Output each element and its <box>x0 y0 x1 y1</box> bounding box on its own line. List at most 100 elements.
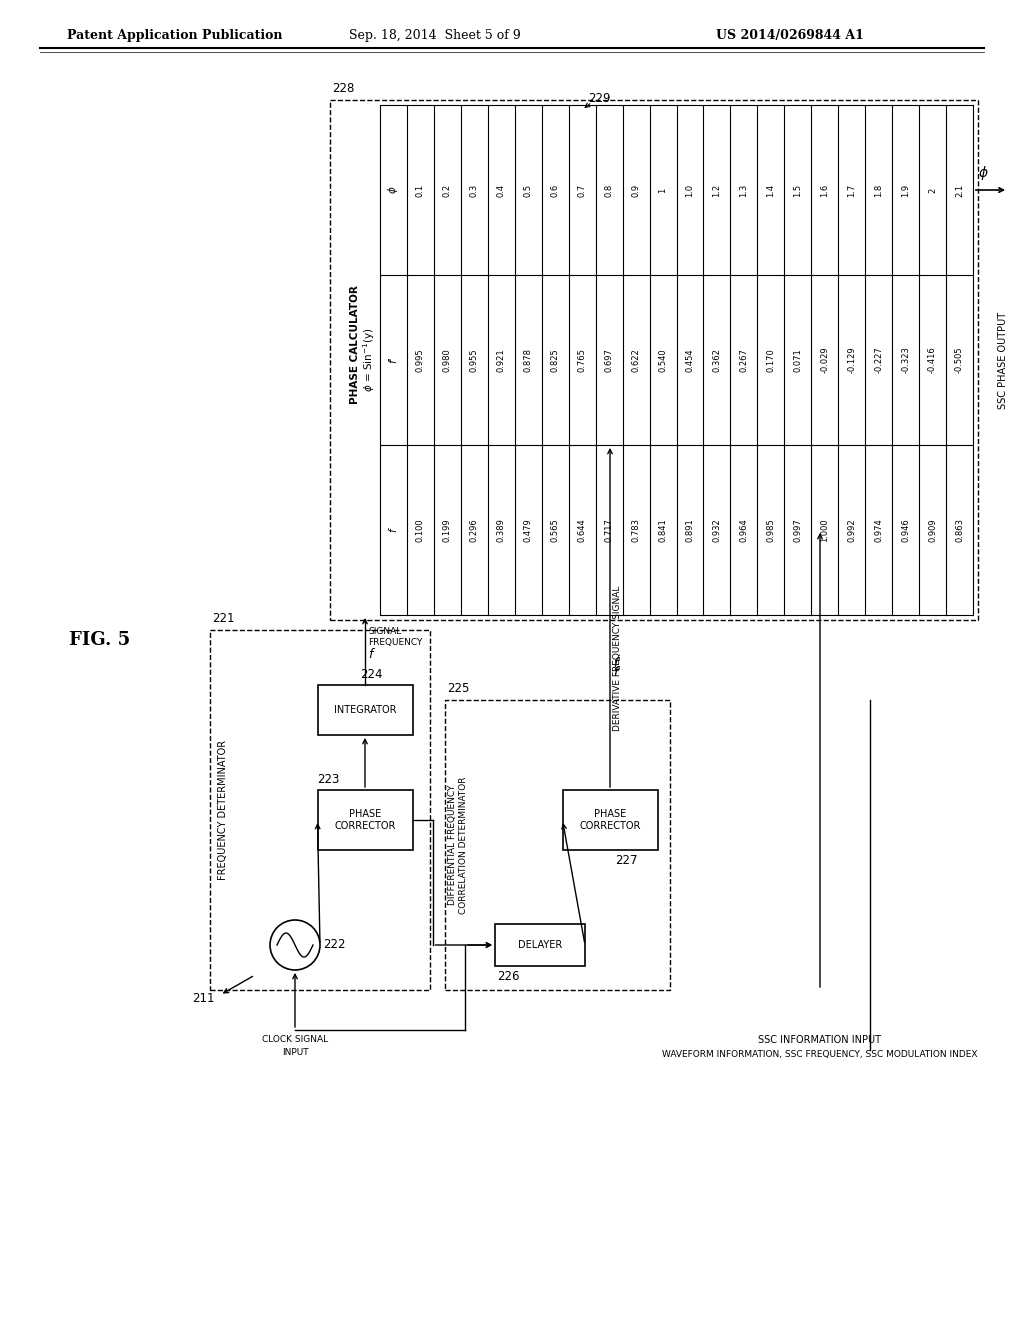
Text: 0.985: 0.985 <box>766 519 775 543</box>
Text: 0.071: 0.071 <box>794 348 802 372</box>
Text: $\phi$ = Sin$^{-1}$(y): $\phi$ = Sin$^{-1}$(y) <box>361 327 377 392</box>
Text: -0.323: -0.323 <box>901 347 910 374</box>
Text: 228: 228 <box>332 82 354 95</box>
Text: 1.0: 1.0 <box>685 183 694 197</box>
Text: 0.622: 0.622 <box>632 348 641 372</box>
Text: 0.946: 0.946 <box>901 519 910 543</box>
Text: PHASE
CORRECTOR: PHASE CORRECTOR <box>580 809 641 830</box>
Text: 2: 2 <box>928 187 937 193</box>
Text: 0.891: 0.891 <box>685 519 694 543</box>
Text: 0.992: 0.992 <box>847 519 856 541</box>
Text: 0.199: 0.199 <box>443 519 452 541</box>
Text: 1.2: 1.2 <box>713 183 722 197</box>
Text: US 2014/0269844 A1: US 2014/0269844 A1 <box>716 29 864 41</box>
Text: INPUT: INPUT <box>282 1048 308 1057</box>
Text: 1.7: 1.7 <box>847 183 856 197</box>
Text: 0.825: 0.825 <box>551 348 560 372</box>
Text: FIG. 5: FIG. 5 <box>70 631 131 649</box>
Text: 1.5: 1.5 <box>794 183 802 197</box>
Text: 0.454: 0.454 <box>685 348 694 372</box>
Bar <box>317 685 413 735</box>
Text: 0.974: 0.974 <box>874 519 883 543</box>
Text: 0.3: 0.3 <box>470 183 479 197</box>
Text: -0.416: -0.416 <box>928 347 937 374</box>
Text: 0.4: 0.4 <box>497 183 506 197</box>
Text: 0.863: 0.863 <box>955 517 964 543</box>
Text: 1.000: 1.000 <box>820 519 829 541</box>
Text: 0.995: 0.995 <box>416 348 425 372</box>
Text: 0.932: 0.932 <box>713 519 722 543</box>
Text: PHASE CALCULATOR: PHASE CALCULATOR <box>350 285 360 404</box>
Text: 1.4: 1.4 <box>766 183 775 197</box>
Text: 1: 1 <box>658 187 668 193</box>
Text: 227: 227 <box>615 854 638 867</box>
Text: SSC INFORMATION INPUT: SSC INFORMATION INPUT <box>759 1035 882 1045</box>
Text: 0.841: 0.841 <box>658 519 668 543</box>
Text: 0.2: 0.2 <box>443 183 452 197</box>
Text: -0.505: -0.505 <box>955 347 964 374</box>
Text: INTEGRATOR: INTEGRATOR <box>334 705 396 715</box>
Bar <box>210 630 430 990</box>
Text: 0.479: 0.479 <box>523 519 532 543</box>
Bar <box>317 789 413 850</box>
Bar <box>330 100 978 620</box>
Text: 0.964: 0.964 <box>739 519 749 543</box>
Text: Patent Application Publication: Patent Application Publication <box>68 29 283 41</box>
Text: 1.3: 1.3 <box>739 183 749 197</box>
Text: 0.8: 0.8 <box>604 183 613 197</box>
Text: SSC PHASE OUTPUT: SSC PHASE OUTPUT <box>998 312 1008 409</box>
Text: 224: 224 <box>360 668 383 681</box>
Text: 221: 221 <box>212 612 234 624</box>
Text: 0.170: 0.170 <box>766 348 775 372</box>
Text: 0.565: 0.565 <box>551 519 560 543</box>
Text: 0.980: 0.980 <box>443 348 452 372</box>
Text: 0.997: 0.997 <box>794 519 802 543</box>
Text: FREQUENCY DETERMINATOR: FREQUENCY DETERMINATOR <box>218 741 228 880</box>
Text: 0.878: 0.878 <box>523 348 532 372</box>
Text: 229: 229 <box>588 92 610 106</box>
Text: 0.100: 0.100 <box>416 519 425 541</box>
Text: 0.296: 0.296 <box>470 519 479 543</box>
Text: 0.6: 0.6 <box>551 183 560 197</box>
Text: 0.389: 0.389 <box>497 517 506 543</box>
Text: 211: 211 <box>193 991 215 1005</box>
Text: f: f <box>388 528 398 532</box>
Text: f': f' <box>613 657 621 671</box>
Text: FREQUENCY: FREQUENCY <box>368 638 422 647</box>
Text: Sep. 18, 2014  Sheet 5 of 9: Sep. 18, 2014 Sheet 5 of 9 <box>349 29 521 41</box>
Bar <box>445 700 670 990</box>
Text: 0.540: 0.540 <box>658 348 668 372</box>
Text: f': f' <box>613 665 621 678</box>
Text: -0.129: -0.129 <box>847 347 856 374</box>
Text: 0.765: 0.765 <box>578 348 587 372</box>
Text: DIFFERENTIAL FREQUENCY
CORRELATION DETERMINATOR: DIFFERENTIAL FREQUENCY CORRELATION DETER… <box>449 776 468 913</box>
Text: f: f <box>368 648 373 661</box>
Bar <box>562 789 657 850</box>
Text: 226: 226 <box>497 970 519 983</box>
Text: 2.1: 2.1 <box>955 183 964 197</box>
Text: 1.6: 1.6 <box>820 183 829 197</box>
Text: 0.9: 0.9 <box>632 183 641 197</box>
Text: CLOCK SIGNAL: CLOCK SIGNAL <box>262 1035 328 1044</box>
Text: 0.697: 0.697 <box>604 348 613 372</box>
Text: 0.1: 0.1 <box>416 183 425 197</box>
Text: DERIVATIVE FREQUENCY SIGNAL: DERIVATIVE FREQUENCY SIGNAL <box>613 585 622 731</box>
Text: $\phi$: $\phi$ <box>386 186 400 194</box>
Text: 0.267: 0.267 <box>739 348 749 372</box>
Text: f': f' <box>388 356 398 363</box>
Text: 225: 225 <box>447 682 469 696</box>
Text: SIGNAL: SIGNAL <box>368 627 401 636</box>
Text: 0.909: 0.909 <box>928 519 937 541</box>
Text: PHASE
CORRECTOR: PHASE CORRECTOR <box>334 809 395 830</box>
Text: 0.955: 0.955 <box>470 348 479 372</box>
Text: 1.9: 1.9 <box>901 183 910 197</box>
Text: 0.717: 0.717 <box>604 517 613 543</box>
Text: 0.644: 0.644 <box>578 519 587 543</box>
Text: -0.029: -0.029 <box>820 347 829 374</box>
Text: 0.362: 0.362 <box>713 348 722 372</box>
Text: 0.5: 0.5 <box>523 183 532 197</box>
Text: WAVEFORM INFORMATION, SSC FREQUENCY, SSC MODULATION INDEX: WAVEFORM INFORMATION, SSC FREQUENCY, SSC… <box>663 1049 978 1059</box>
Text: 0.7: 0.7 <box>578 183 587 197</box>
Text: DELAYER: DELAYER <box>518 940 562 950</box>
Bar <box>495 924 585 966</box>
